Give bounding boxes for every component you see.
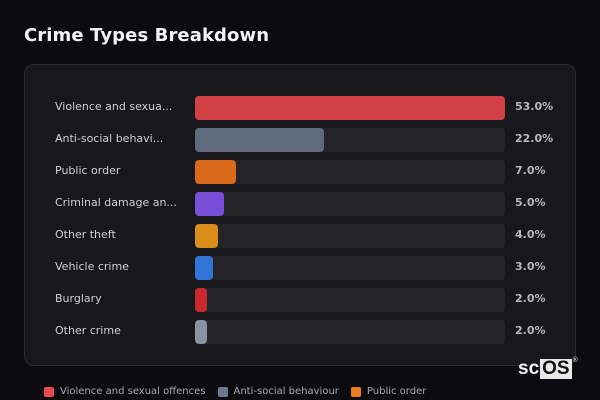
bar-fill xyxy=(195,256,213,280)
bar-label: Other theft xyxy=(55,228,116,241)
bar-track xyxy=(195,96,505,120)
bar-track xyxy=(195,160,505,184)
bar-fill xyxy=(195,160,236,184)
bar-fill xyxy=(195,288,207,312)
bar-label: Anti-social behavi... xyxy=(55,132,164,145)
bar-row: Public order 7.0% xyxy=(25,160,575,184)
chart-title: Crime Types Breakdown xyxy=(24,25,270,46)
bar-value: 53.0% xyxy=(515,100,554,113)
bar-value: 7.0% xyxy=(515,164,546,177)
bar-row: Other theft 4.0% xyxy=(25,224,575,248)
legend-item[interactable]: Anti-social behaviour xyxy=(217,386,339,397)
legend-label: Anti-social behaviour xyxy=(233,386,339,397)
bar-fill xyxy=(195,224,219,248)
bar-fill xyxy=(195,320,207,344)
bar-track xyxy=(195,192,505,216)
bar-value: 22.0% xyxy=(515,132,554,145)
bar-row: Vehicle crime 3.0% xyxy=(25,256,575,280)
bar-value: 5.0% xyxy=(515,196,546,209)
bar-track xyxy=(195,320,505,344)
bar-label: Vehicle crime xyxy=(55,260,129,273)
bar-label: Violence and sexua... xyxy=(55,100,173,113)
chart-card: Violence and sexua... 53.0% Anti-social be… xyxy=(24,64,576,366)
legend-swatch-icon xyxy=(350,386,361,397)
bar-fill xyxy=(195,96,505,120)
legend-label: Violence and sexual offences xyxy=(60,386,206,397)
logo-os: OS xyxy=(540,358,572,379)
bar-row: Burglary 2.0% xyxy=(25,288,575,312)
bar-row: Criminal damage an... 5.0% xyxy=(25,192,575,216)
bar-label: Burglary xyxy=(55,292,102,305)
legend-swatch-icon xyxy=(44,386,54,397)
bar-value: 4.0% xyxy=(515,228,546,241)
bar-row: Other crime 2.0% xyxy=(25,320,575,344)
logo-sc: sc xyxy=(518,358,540,379)
legend-label: Public order xyxy=(366,386,427,397)
bar-fill xyxy=(195,192,225,216)
bar-track xyxy=(195,224,505,248)
legend-item[interactable]: Public order xyxy=(350,386,427,397)
legend-swatch-icon xyxy=(217,386,228,397)
registered-mark: ® xyxy=(572,357,578,364)
bar-value: 2.0% xyxy=(515,324,546,337)
bar-track xyxy=(195,128,505,152)
scos-logo: sc OS ® xyxy=(518,357,578,380)
bar-label: Public order xyxy=(55,164,121,177)
bar-row: Violence and sexua... 53.0% xyxy=(25,96,575,120)
legend-item[interactable]: Violence and sexual offences xyxy=(44,386,206,397)
bar-row: Anti-social behavi... 22.0% xyxy=(25,128,575,152)
bar-fill xyxy=(195,128,324,152)
bar-value: 3.0% xyxy=(515,260,546,273)
bar-label: Other crime xyxy=(55,324,121,337)
bar-track xyxy=(195,256,505,280)
bar-value: 2.0% xyxy=(515,292,546,305)
bar-label: Criminal damage an... xyxy=(55,196,177,209)
bar-track xyxy=(195,288,505,312)
chart-legend: Violence and sexual offences Anti-social … xyxy=(44,386,426,397)
